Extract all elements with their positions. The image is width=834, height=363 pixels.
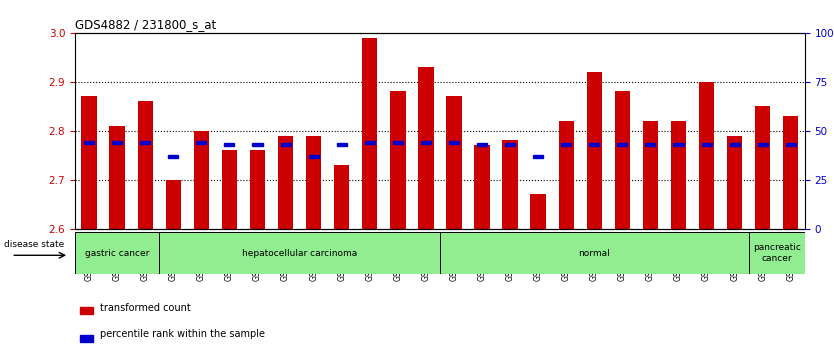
Bar (140, 141, 150, 144)
Bar (362, 38, 378, 229)
Bar (364, 141, 374, 144)
Bar (615, 91, 631, 229)
Bar (159, 232, 440, 274)
Bar (671, 121, 686, 229)
Bar (224, 143, 234, 146)
Bar (590, 143, 600, 146)
Bar (253, 143, 263, 146)
Bar (559, 121, 574, 229)
Bar (418, 67, 434, 229)
Bar (757, 143, 768, 146)
Bar (646, 143, 656, 146)
Bar (449, 141, 459, 144)
Bar (446, 97, 462, 229)
Bar (701, 143, 711, 146)
Bar (421, 141, 431, 144)
Bar (533, 155, 543, 158)
Bar (586, 72, 602, 229)
Bar (193, 131, 209, 229)
Bar (280, 143, 290, 146)
Bar (477, 143, 487, 146)
Bar (82, 97, 97, 229)
Bar (673, 143, 684, 146)
Bar (337, 143, 347, 146)
Bar (393, 141, 403, 144)
Bar (80, 307, 93, 314)
Bar (138, 101, 153, 229)
Bar (249, 150, 265, 229)
Text: disease state: disease state (3, 240, 64, 249)
Text: percentile rank within the sample: percentile rank within the sample (100, 330, 265, 339)
Text: transformed count: transformed count (100, 303, 191, 313)
Bar (755, 106, 771, 229)
Bar (749, 232, 805, 274)
Bar (278, 136, 294, 229)
Bar (617, 143, 627, 146)
Bar (309, 155, 319, 158)
Text: pancreatic
cancer: pancreatic cancer (753, 244, 801, 263)
Bar (166, 180, 181, 229)
Text: GDS4882 / 231800_s_at: GDS4882 / 231800_s_at (75, 19, 216, 32)
Bar (643, 121, 658, 229)
Bar (390, 91, 405, 229)
Bar (196, 141, 206, 144)
Bar (440, 232, 749, 274)
Bar (783, 116, 798, 229)
Bar (75, 232, 159, 274)
Bar (561, 143, 571, 146)
Text: normal: normal (579, 249, 610, 258)
Bar (475, 146, 490, 229)
Bar (80, 335, 93, 342)
Bar (786, 143, 796, 146)
Bar (168, 155, 178, 158)
Text: gastric cancer: gastric cancer (85, 249, 149, 258)
Bar (334, 165, 349, 229)
Bar (730, 143, 740, 146)
Bar (502, 140, 518, 229)
Bar (699, 82, 714, 229)
Bar (112, 141, 123, 144)
Bar (727, 136, 742, 229)
Bar (505, 143, 515, 146)
Bar (306, 136, 321, 229)
Bar (84, 141, 94, 144)
Bar (222, 150, 237, 229)
Bar (530, 195, 546, 229)
Bar (109, 126, 125, 229)
Text: hepatocellular carcinoma: hepatocellular carcinoma (242, 249, 357, 258)
